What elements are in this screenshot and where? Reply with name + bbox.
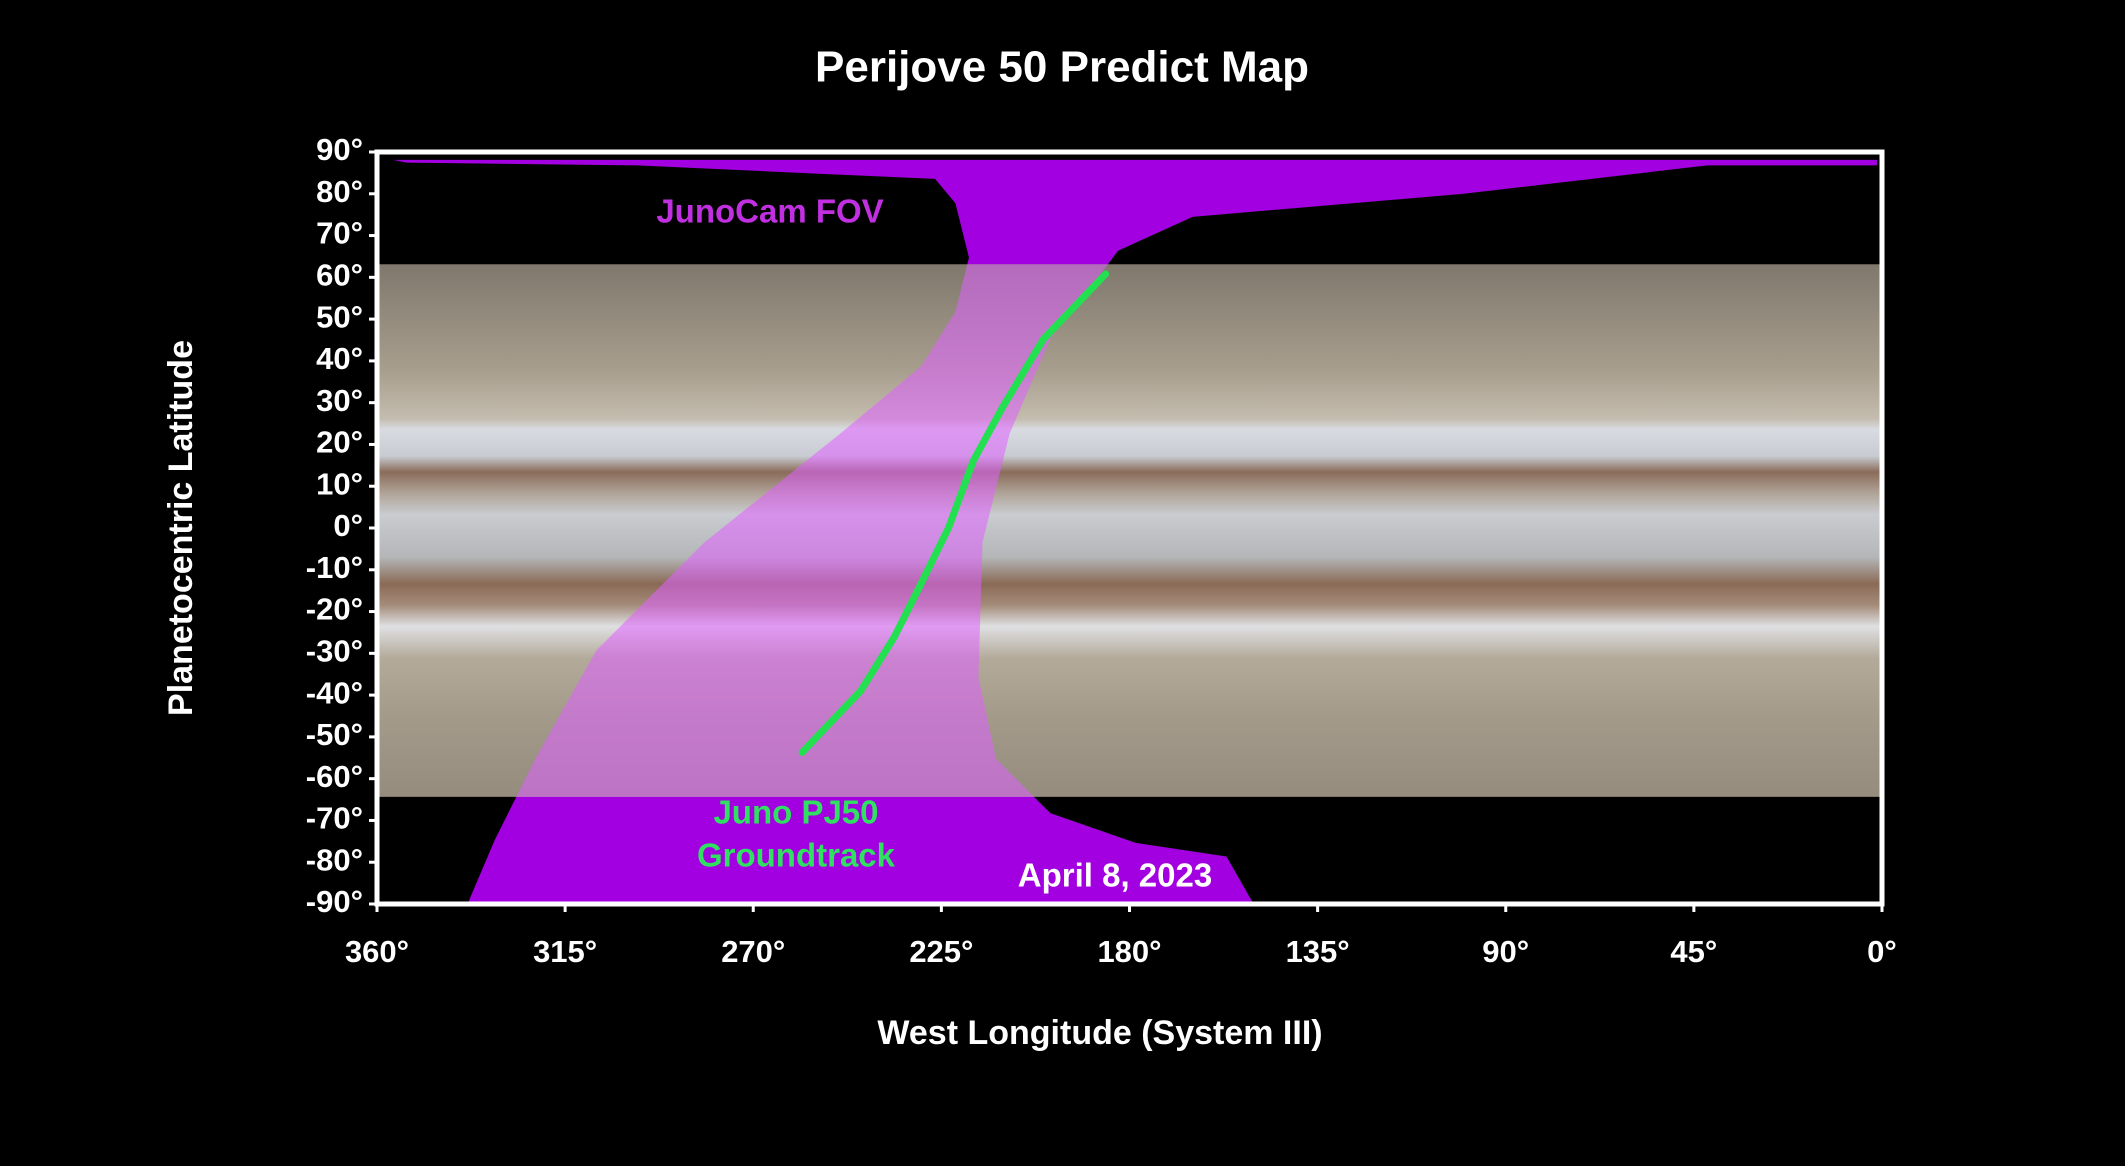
y-tick-label: -50° xyxy=(306,717,363,752)
y-tick-label: -10° xyxy=(306,550,363,585)
y-tick-label: 60° xyxy=(316,258,363,293)
y-tick-label: -80° xyxy=(306,842,363,877)
y-tick-label: 80° xyxy=(316,174,363,209)
groundtrack xyxy=(798,270,1110,756)
x-tick-label: 225° xyxy=(909,934,973,969)
annotation: April 8, 2023 xyxy=(1018,857,1212,894)
y-tick-label: -70° xyxy=(306,801,363,836)
y-axis-label: Planetocentric Latitude xyxy=(162,340,200,716)
x-tick-label: 135° xyxy=(1286,934,1350,969)
y-tick-label: 30° xyxy=(316,383,363,418)
x-tick-label: 90° xyxy=(1482,934,1529,969)
y-tick-label: 40° xyxy=(316,341,363,376)
annotation: JunoCam FOV xyxy=(656,193,883,230)
x-axis-label: West Longitude (System III) xyxy=(877,1014,1322,1052)
y-tick-label: -60° xyxy=(306,759,363,794)
y-tick-label: -30° xyxy=(306,634,363,669)
y-tick-label: 50° xyxy=(316,299,363,334)
y-tick-label: 10° xyxy=(316,466,363,501)
x-tick-label: 315° xyxy=(533,934,597,969)
y-tick-label: 0° xyxy=(333,508,363,543)
annotation: Groundtrack xyxy=(697,837,896,874)
y-tick-label: 20° xyxy=(316,425,363,460)
y-tick-label: -20° xyxy=(306,592,363,627)
x-tick-label: 360° xyxy=(345,934,409,969)
map-imagery xyxy=(376,151,1883,904)
x-tick-label: 180° xyxy=(1097,934,1161,969)
y-tick-label: -40° xyxy=(306,675,363,710)
x-tick-label: 0° xyxy=(1867,934,1897,969)
y-tick-label: 90° xyxy=(316,132,363,167)
chart-title: Perijove 50 Predict Map xyxy=(815,43,1309,92)
annotation: Juno PJ50 xyxy=(713,794,878,831)
x-tick-label: 45° xyxy=(1670,934,1717,969)
y-tick-label: 70° xyxy=(316,216,363,251)
x-tick-label: 270° xyxy=(721,934,785,969)
y-tick-label: -90° xyxy=(306,884,363,919)
